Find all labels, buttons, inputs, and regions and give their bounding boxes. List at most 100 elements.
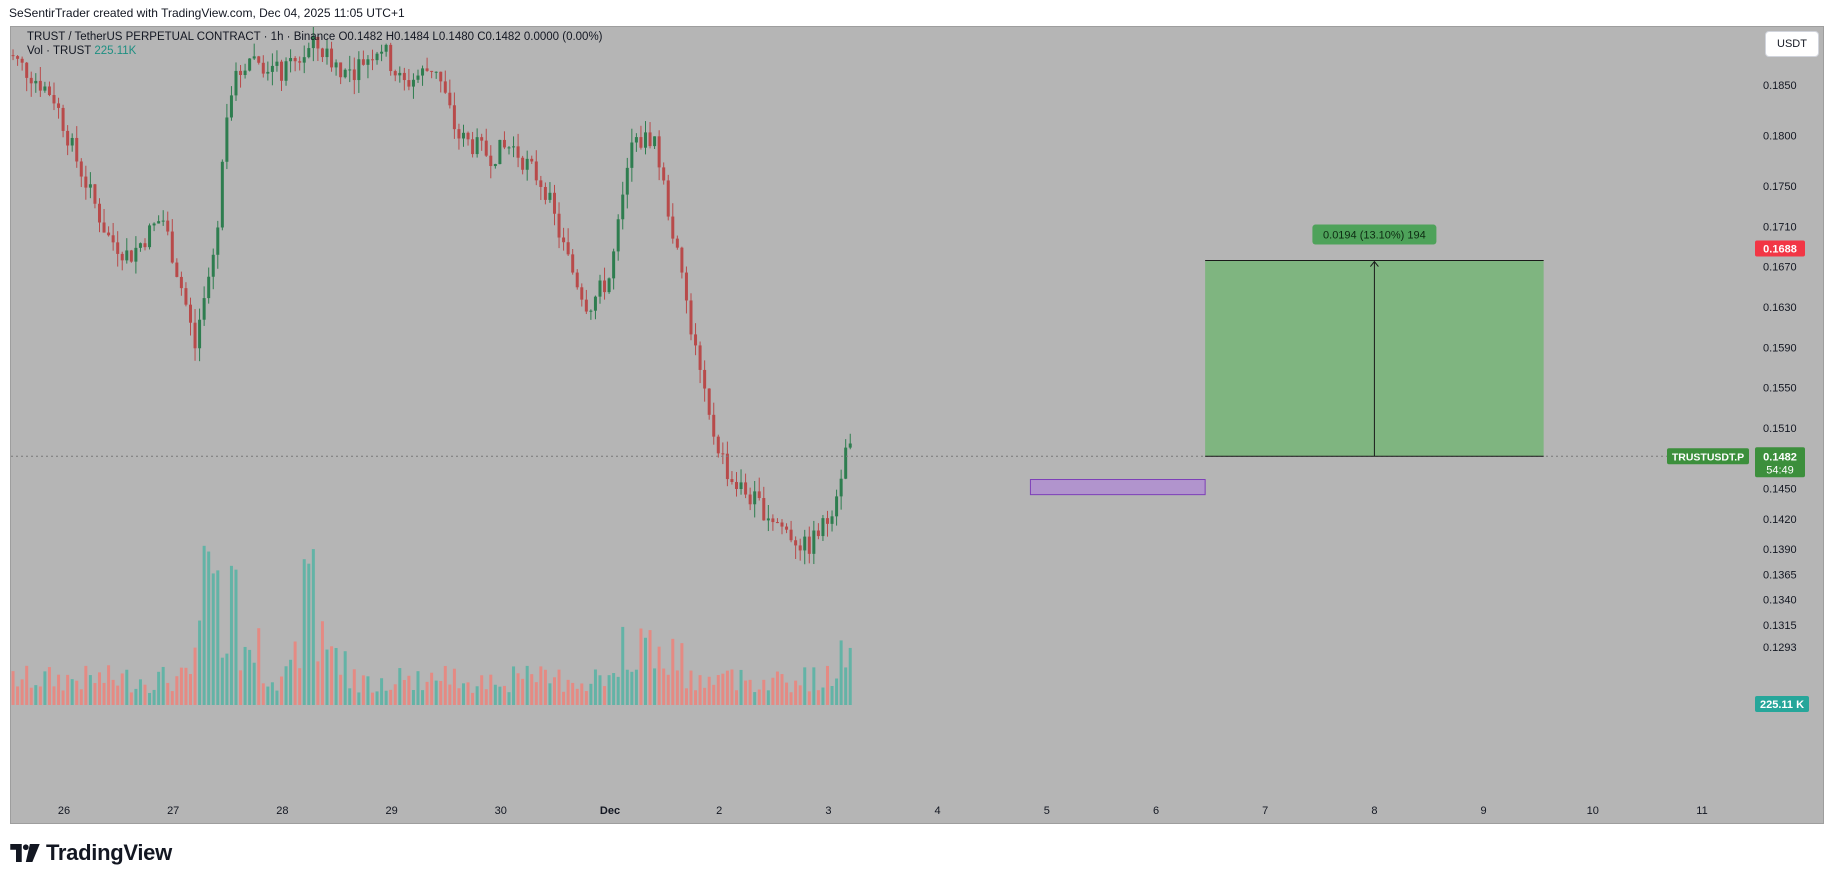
volume-bar xyxy=(575,688,579,705)
candle-body xyxy=(612,251,616,279)
volume-bar xyxy=(275,690,279,705)
candle-body xyxy=(293,58,297,62)
candle-body xyxy=(289,58,293,62)
candle-body xyxy=(198,319,202,349)
candle-body xyxy=(184,288,188,305)
candle-body xyxy=(584,299,588,312)
volume-bar xyxy=(261,683,265,705)
x-axis-tick-label: 8 xyxy=(1371,805,1377,817)
volume-bar xyxy=(484,689,488,705)
volume-bar xyxy=(616,676,620,705)
candle-body xyxy=(603,280,607,293)
volume-bar xyxy=(534,682,538,705)
volume-bar xyxy=(134,688,138,705)
volume-bar xyxy=(257,628,261,705)
volume-bar xyxy=(725,670,729,705)
currency-button[interactable]: USDT xyxy=(1765,31,1819,57)
volume-bar xyxy=(716,675,720,705)
candle-body xyxy=(789,529,793,541)
candle-body xyxy=(352,69,356,81)
candle-body xyxy=(152,223,156,226)
candle-body xyxy=(330,48,334,68)
candle-body xyxy=(480,137,484,141)
volume-bar xyxy=(138,679,142,705)
volume-bar xyxy=(97,672,101,705)
candle-body xyxy=(234,70,238,96)
volume-bar xyxy=(648,630,652,705)
candle-body xyxy=(707,388,711,415)
candle-body xyxy=(762,498,766,521)
candle-body xyxy=(166,220,170,232)
candle-body xyxy=(79,161,83,177)
volume-bar xyxy=(434,680,438,705)
candle-body xyxy=(425,68,429,71)
candle-body xyxy=(393,71,397,76)
volume-bar xyxy=(766,690,770,705)
volume-bar xyxy=(357,692,361,705)
volume-bar xyxy=(43,671,47,705)
volume-bar xyxy=(61,690,65,705)
volume-bar xyxy=(311,549,315,705)
candle-body xyxy=(507,147,511,149)
volume-bar xyxy=(798,685,802,705)
candle-body xyxy=(366,59,370,65)
volume-bar xyxy=(680,643,684,705)
volume-bar xyxy=(548,683,552,705)
candle-body xyxy=(439,71,443,82)
candle-body xyxy=(88,184,92,188)
volume-bar xyxy=(52,686,56,705)
x-axis-tick-label: 7 xyxy=(1262,805,1268,817)
candle-body xyxy=(557,213,561,238)
candle-body xyxy=(662,167,666,181)
candle-body xyxy=(525,158,529,170)
candle-body xyxy=(275,61,279,66)
candle-body xyxy=(402,72,406,81)
volume-bar xyxy=(721,673,725,705)
candle-body xyxy=(512,146,516,148)
volume-bar xyxy=(34,685,38,705)
support-zone[interactable] xyxy=(1029,479,1206,496)
volume-bar xyxy=(643,637,647,705)
candle-body xyxy=(216,227,220,255)
volume-bar xyxy=(771,677,775,705)
candle-body xyxy=(694,334,698,346)
candle-body xyxy=(279,61,283,81)
y-axis-tick-label: 0.1293 xyxy=(1763,642,1797,654)
candle-body xyxy=(502,139,506,148)
candle-body xyxy=(821,518,825,537)
candle-body xyxy=(634,137,638,143)
volume-bar xyxy=(152,689,156,705)
candle-body xyxy=(157,221,161,224)
volume-bar xyxy=(502,685,506,705)
volume-bar xyxy=(120,673,124,705)
candle-body xyxy=(680,247,684,273)
candle-body xyxy=(20,58,24,63)
candle-body xyxy=(325,48,329,58)
volume-bar xyxy=(475,686,479,705)
volume-legend: Vol · TRUST 225.11K xyxy=(27,45,136,57)
volume-bar xyxy=(734,690,738,705)
volume-bar xyxy=(330,646,334,705)
volume-bar xyxy=(703,687,707,705)
candle-body xyxy=(703,369,707,389)
candle-body xyxy=(798,545,802,551)
candle-body xyxy=(830,516,834,524)
volume-legend-value: 225.11K xyxy=(94,45,137,57)
candle-body xyxy=(521,157,525,170)
volume-bar xyxy=(516,673,520,705)
volume-bar xyxy=(380,678,384,705)
volume-bar xyxy=(298,668,302,705)
last-price-tag xyxy=(1755,447,1805,478)
candle-body xyxy=(498,139,502,165)
y-axis-tick-label: 0.1550 xyxy=(1763,383,1797,395)
volume-bar xyxy=(393,684,397,705)
chart-area[interactable]: 0.0194 (13.10%) 194 0.1850 0.1800 0.1750 0.1… xyxy=(10,26,1824,824)
price-chart-svg[interactable]: 0.0194 (13.10%) 194 0.1850 0.1800 0.1750 0.1… xyxy=(11,27,1823,823)
volume-bar xyxy=(739,669,743,705)
volume-bar xyxy=(603,686,607,705)
candle-body xyxy=(539,180,543,187)
x-axis-tick-label: 4 xyxy=(935,805,941,817)
volume-bar xyxy=(593,669,597,705)
candle-body xyxy=(70,137,74,146)
volume-bar xyxy=(266,686,270,705)
